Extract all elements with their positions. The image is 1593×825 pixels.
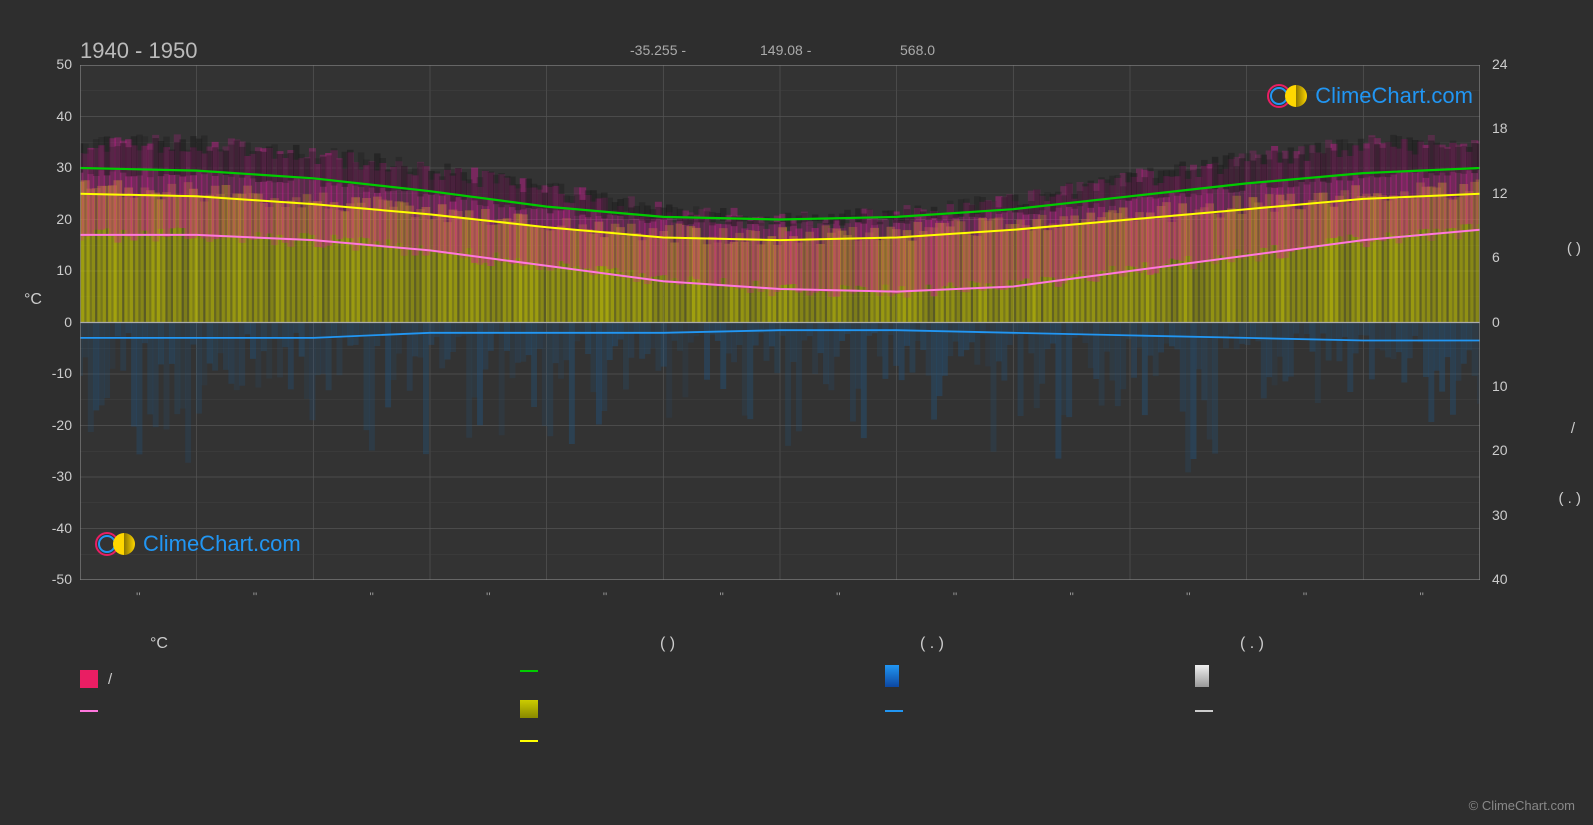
watermark-top: ClimeChart.com (1267, 82, 1473, 110)
y-right-unit-bottom: ( . ) (1559, 490, 1582, 507)
legend-swatch-yellow-line (520, 740, 538, 742)
climechart-logo-icon (95, 530, 135, 558)
header-lon: 149.08 - (760, 42, 811, 58)
legend-swatch-yellow-block (520, 700, 538, 718)
legend-header-col3: ( . ) (920, 635, 944, 653)
header-lat: -35.255 - (630, 42, 686, 58)
x-tick: '' (1419, 590, 1424, 604)
climechart-logo-icon (1267, 82, 1307, 110)
y-right-tick: 18 (1492, 120, 1508, 136)
x-tick: '' (953, 590, 958, 604)
y-right-tick: 12 (1492, 185, 1508, 201)
y-left-tick: -20 (42, 417, 72, 433)
legend-item-grey-block (1195, 665, 1219, 687)
x-tick: '' (603, 590, 608, 604)
legend-label: / (108, 671, 112, 688)
legend-item-pink-line (80, 710, 108, 712)
legend-header-temp: °C (150, 635, 168, 653)
y-right-tick: 24 (1492, 56, 1508, 72)
x-tick: '' (1186, 590, 1191, 604)
legend-header-col2: ( ) (660, 635, 675, 653)
legend-item-blue-block (885, 665, 909, 687)
legend-item-max: / (80, 670, 112, 688)
x-tick: '' (486, 590, 491, 604)
watermark-text: ClimeChart.com (143, 531, 301, 557)
y-left-tick: 30 (42, 159, 72, 175)
y-left-tick: 20 (42, 211, 72, 227)
watermark-bottom: ClimeChart.com (95, 530, 301, 558)
x-tick: '' (1069, 590, 1074, 604)
x-tick: '' (836, 590, 841, 604)
x-tick: '' (1303, 590, 1308, 604)
y-right-tick: 20 (1492, 442, 1508, 458)
legend-header-col4: ( . ) (1240, 635, 1264, 653)
legend-item-yellow-block (520, 700, 548, 718)
y-left-tick: -30 (42, 468, 72, 484)
climate-chart (80, 65, 1480, 580)
legend-swatch-blue-line (885, 710, 903, 712)
y-right-tick: 40 (1492, 571, 1508, 587)
y-right-tick: 10 (1492, 378, 1508, 394)
x-tick: '' (136, 590, 141, 604)
legend-swatch-magenta (80, 670, 98, 688)
legend-item-green (520, 670, 548, 672)
y-left-tick: -40 (42, 520, 72, 536)
legend-swatch-grey-block (1195, 665, 1209, 687)
legend-swatch-green-line (520, 670, 538, 672)
y-right-tick: 30 (1492, 507, 1508, 523)
legend-item-grey-line (1195, 710, 1223, 712)
y-left-tick: 40 (42, 108, 72, 124)
y-right-tick: 6 (1492, 249, 1500, 265)
y-left-tick: 50 (42, 56, 72, 72)
y-left-tick: -50 (42, 571, 72, 587)
y-left-tick: 10 (42, 262, 72, 278)
copyright-text: © ClimeChart.com (1469, 798, 1575, 813)
header-elev: 568.0 (900, 42, 935, 58)
chart-title: 1940 - 1950 (80, 38, 197, 64)
legend-item-blue-line (885, 710, 913, 712)
y-right-unit-top: ( ) (1567, 240, 1581, 257)
legend-swatch-blue-block (885, 665, 899, 687)
legend-item-yellow-line (520, 740, 548, 742)
y-right-divider: / (1571, 420, 1575, 437)
x-tick: '' (719, 590, 724, 604)
y-left-axis-label: °C (24, 291, 42, 309)
y-left-tick: -10 (42, 365, 72, 381)
legend-swatch-pink-line (80, 710, 98, 712)
watermark-text: ClimeChart.com (1315, 83, 1473, 109)
x-tick: '' (369, 590, 374, 604)
legend-swatch-grey-line (1195, 710, 1213, 712)
x-tick: '' (253, 590, 258, 604)
y-right-tick: 0 (1492, 314, 1500, 330)
y-left-tick: 0 (42, 314, 72, 330)
